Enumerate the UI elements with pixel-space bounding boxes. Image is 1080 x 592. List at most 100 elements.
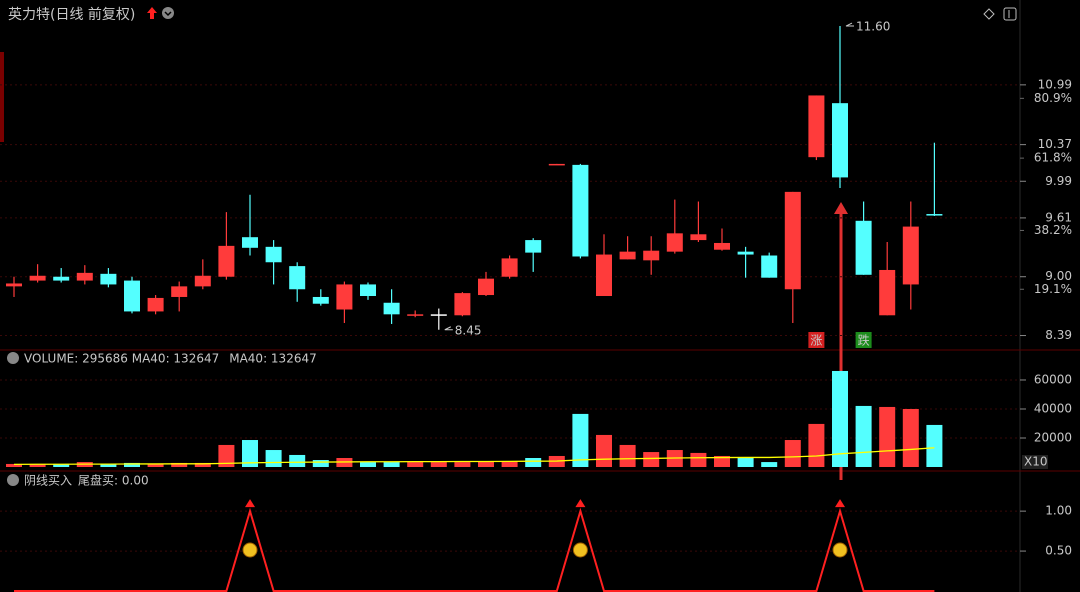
volume-bar [6,463,22,467]
volume-bar [643,452,660,467]
fib-label: 19.1% [1034,282,1072,296]
signal-box [855,332,872,348]
fib-label: 38.2% [1034,223,1072,237]
candle-body [690,234,707,241]
y-tick-label: 9.00 [1045,269,1072,283]
window-icon[interactable] [1003,7,1017,21]
leader [444,326,453,331]
up-arrow-icon[interactable] [147,7,157,19]
candle-body [737,251,754,255]
max-label: 11.60 [856,20,890,34]
candle-body [194,275,211,287]
chart-title: 英力特(日线 前复权) [8,6,135,23]
volume-bar [478,461,494,467]
y-tick-label: 20000 [1034,430,1072,444]
money-bag-icon [572,542,588,558]
menu-icon[interactable] [7,352,19,364]
scale-label: X10 [1024,455,1048,469]
candle-body [855,220,872,275]
candle-body [147,297,164,312]
candle-body [312,296,329,304]
volume-bar [454,462,471,467]
signal-label: 跌 [858,333,870,348]
volume-bar [761,462,778,467]
volume-bar [525,458,542,467]
leader [845,22,854,27]
candle-body [784,191,801,290]
candle-body [666,233,683,252]
volume-bar [407,462,424,467]
candle-body [265,246,282,263]
volume-bar [879,406,896,467]
candle-body [289,266,306,290]
signal-arrow-head [834,202,848,214]
panel-header: VOLUME: 295686 MA40: 132647 [24,352,219,366]
min-label: 8.45 [455,323,482,337]
y-tick-label: 9.99 [1045,174,1072,188]
volume-bar [100,463,117,467]
y-tick-label: 40000 [1034,401,1072,415]
panel-subtitle: 尾盘买: 0.00 [78,473,149,488]
candle-body [501,258,518,277]
volume-bar [171,462,188,467]
volume-bar [360,462,376,467]
volume-bar [572,413,589,467]
panel-header: MA40: 132647 [229,352,317,366]
menu-icon[interactable] [162,7,174,19]
volume-bar [737,456,754,467]
volume-bar [29,463,46,467]
candle-body [902,226,919,285]
candle-body [6,283,22,287]
panel-title: 阴线买入 [24,474,72,488]
signal-box [808,332,825,348]
candle-body [619,251,636,260]
candle-body [596,254,612,297]
y-tick-label: 0.50 [1045,544,1072,558]
volume-bar [430,462,447,467]
y-tick-label: 60000 [1034,372,1072,386]
candle-body [100,273,117,285]
candle-body [171,286,188,297]
volume-bar [902,408,919,467]
y-tick-label: 10.37 [1038,137,1072,151]
signal-line [14,507,935,592]
diamond-icon[interactable] [983,8,995,20]
y-tick-label: 10.99 [1038,77,1072,91]
volume-bar [808,423,825,467]
candle-body [383,302,400,315]
candle-body [926,214,943,216]
candle-body [714,242,730,250]
signal-label: 涨 [810,333,822,348]
volume-bar [194,462,211,467]
candle-body [360,284,376,297]
candle-body [572,164,589,257]
peak-arrow [245,499,255,508]
fib-label: 61.8% [1034,151,1072,165]
candle-body [53,276,70,281]
volume-bar [926,424,943,467]
candle-body [124,280,140,312]
candle-body [643,250,660,261]
money-bag-icon [832,542,848,558]
candle-body [525,240,542,253]
menu-icon[interactable] [7,474,19,486]
peak-arrow [575,499,586,508]
candle-body [407,314,424,316]
volume-bar [714,455,730,467]
ma-line [13,447,935,466]
volume-bar [855,405,872,467]
y-tick-label: 9.61 [1045,210,1072,224]
candle-body [454,293,471,316]
side-marker [0,52,4,142]
candle-body [242,237,258,248]
volume-bar [784,440,801,467]
peak-arrow [835,499,845,508]
candle-body [478,278,494,296]
volume-bar [218,444,235,467]
candle-body [336,284,353,310]
candle-body [430,314,447,316]
volume-bar [690,452,707,467]
money-bag-icon [242,542,258,558]
